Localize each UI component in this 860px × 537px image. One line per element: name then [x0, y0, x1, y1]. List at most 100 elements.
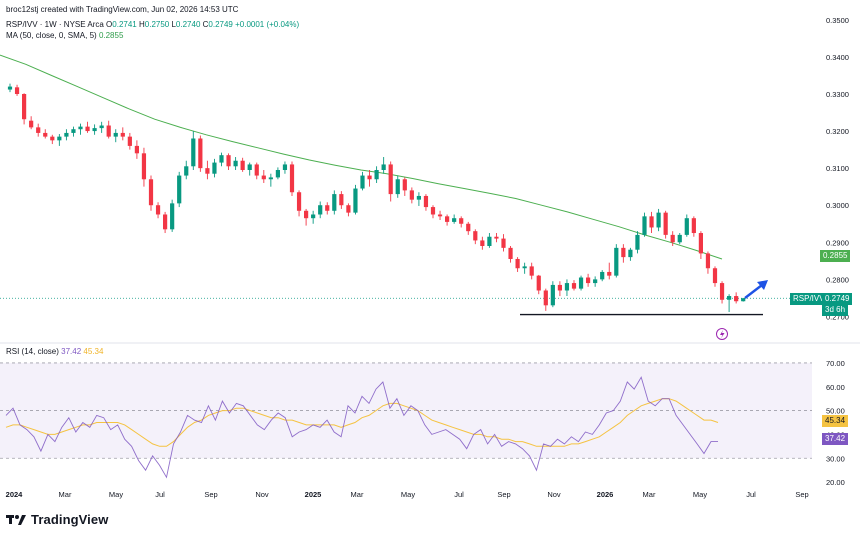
candle-body — [515, 258, 520, 269]
rsi-axis-tick: 20.00 — [826, 478, 845, 487]
candle-body — [325, 205, 330, 211]
candle-body — [508, 247, 513, 259]
ma-price-label: 0.2855 — [820, 250, 851, 262]
time-axis-tick: 2026 — [597, 490, 614, 499]
time-axis-tick: May — [693, 490, 707, 499]
price-axis-tick: 0.3200 — [826, 127, 849, 136]
candle-body — [120, 132, 125, 137]
candle-body — [296, 192, 302, 211]
candle-body — [734, 296, 739, 302]
time-axis-tick: Jul — [746, 490, 756, 499]
candle-body — [141, 153, 147, 180]
ma-value: 0.2855 — [98, 31, 124, 40]
rsi-ma-value: 45.34 — [83, 347, 104, 356]
time-axis-tick: Jul — [454, 490, 464, 499]
candle-body — [409, 190, 414, 200]
candle-body — [22, 94, 27, 120]
candle-body — [571, 283, 577, 289]
candle-body — [261, 175, 266, 180]
price-axis-tick: 0.3500 — [826, 16, 849, 25]
candle-body — [656, 212, 661, 228]
candle-body — [416, 195, 421, 200]
ohlc-high-label: H — [138, 20, 145, 29]
price-pane[interactable] — [0, 54, 812, 340]
time-axis-tick: Nov — [547, 490, 561, 499]
candle-body — [494, 236, 499, 239]
candle-body — [466, 223, 471, 232]
up-arrow-head — [757, 280, 768, 290]
candle-body — [155, 205, 161, 215]
candle-body — [106, 125, 111, 137]
candle-body — [550, 284, 555, 306]
candle-body — [134, 145, 139, 154]
candle-body — [50, 136, 55, 141]
lightning-icon — [720, 330, 725, 339]
candle-body — [705, 253, 711, 269]
rsi-ma-line — [5, 398, 719, 447]
rsi-axis-tick: 50.00 — [826, 407, 845, 416]
candle-body — [64, 132, 69, 137]
candle-body — [233, 160, 238, 167]
candle-body — [691, 218, 696, 234]
candle-body — [719, 283, 725, 300]
rsi-pane[interactable] — [0, 362, 812, 479]
candle-body — [71, 129, 76, 133]
ohlc-high: 0.2750 — [144, 20, 170, 29]
candle-body — [14, 87, 20, 94]
candle-body — [536, 275, 541, 291]
candle-body — [480, 240, 485, 246]
rsi-legend: RSI (14, close) 37.42 45.34 — [6, 347, 103, 356]
candle-body — [670, 234, 675, 243]
candle-body — [578, 277, 584, 289]
rsi-line — [5, 376, 718, 479]
candle-body — [684, 218, 689, 235]
candle-body — [452, 218, 457, 222]
candle-body — [198, 138, 203, 169]
candle-body — [367, 175, 372, 180]
candle-body — [487, 236, 492, 246]
time-axis-tick: Mar — [643, 490, 656, 499]
candle-body — [459, 218, 464, 224]
up-arrow-shaft — [744, 284, 763, 299]
candle-body — [318, 205, 323, 215]
candle-body — [92, 128, 97, 132]
candle-body — [7, 86, 13, 90]
candle-body — [339, 194, 344, 206]
symbol-legend: RSP/IVV · 1W · NYSE Arca O0.2741 H0.2750… — [6, 20, 299, 29]
candle-body — [360, 175, 365, 189]
candle-body — [388, 164, 393, 195]
candle-body — [727, 296, 732, 300]
candle-body — [177, 175, 182, 204]
candle-body — [346, 205, 351, 213]
ohlc-low-label: L — [171, 20, 176, 29]
candle-body — [78, 126, 83, 130]
candle-body — [522, 266, 527, 269]
candle-body — [212, 162, 217, 174]
candle-body — [240, 160, 245, 170]
candle-body — [127, 136, 132, 146]
candle-body — [600, 271, 605, 280]
candle-body — [148, 179, 154, 206]
candle-body — [635, 234, 640, 250]
candle-body — [642, 216, 647, 235]
time-axis-tick: Sep — [795, 490, 808, 499]
candle-body — [170, 203, 175, 230]
candle-body — [649, 216, 654, 228]
candle-body — [607, 271, 612, 276]
candle-body — [402, 179, 407, 191]
candle-body — [275, 170, 280, 178]
candle-body — [184, 166, 189, 176]
rsi-ma-axis-label: 45.34 — [822, 415, 849, 427]
price-axis-tick: 0.2700 — [826, 312, 849, 321]
candle-body — [529, 266, 534, 276]
moving-average-line — [0, 54, 723, 260]
candle-body — [381, 164, 386, 170]
time-axis-tick: Nov — [255, 490, 269, 499]
tradingview-logo-icon — [6, 514, 26, 525]
rsi-axis-tick: 60.00 — [826, 383, 845, 392]
ma-label: MA (50, close, 0, SMA, 5) — [6, 31, 97, 40]
candle-body — [191, 138, 196, 167]
candle-body — [29, 120, 34, 128]
ohlc-open-label: O — [106, 20, 113, 29]
